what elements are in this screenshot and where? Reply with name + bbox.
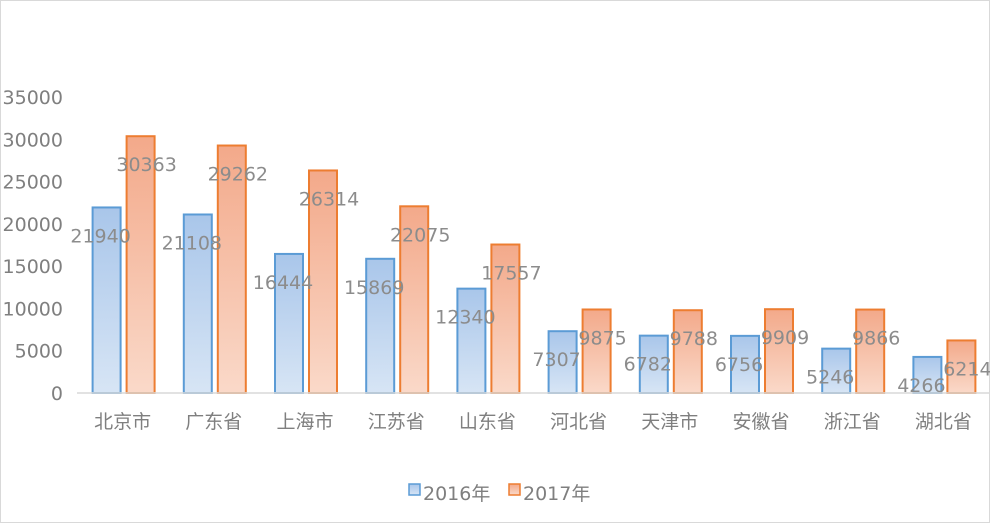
bar-2016[interactable]: [456, 287, 487, 394]
bar-2017[interactable]: [399, 205, 430, 394]
data-label: 6214: [943, 358, 990, 380]
x-category-label: 湖北省: [915, 411, 972, 433]
x-axis: 北京市 广东省 上海市 江苏省 山东省 河北省 天津市 安徽省 浙江省 湖北省: [77, 392, 989, 433]
bar-2017[interactable]: [946, 339, 977, 395]
bar-2017[interactable]: [216, 144, 247, 394]
bar-2017[interactable]: [308, 169, 338, 394]
data-label: 5246: [806, 367, 854, 389]
x-category-label: 浙江省: [824, 411, 881, 433]
data-labels-group: 21940 30363 21108 29262 16444 26314 15869 22075…: [70, 154, 990, 397]
data-label: 4266: [897, 375, 945, 397]
x-category-label: 山东省: [459, 411, 516, 433]
legend-swatch-2016: [408, 483, 421, 496]
legend-label-2016[interactable]: 2016年: [423, 483, 490, 505]
bar-2016[interactable]: [821, 347, 852, 394]
x-category-label: 北京市: [94, 411, 151, 433]
x-category-label: 广东省: [185, 411, 242, 433]
data-label: 29262: [208, 164, 268, 186]
data-label: 26314: [299, 188, 359, 210]
y-tick-label: 30000: [3, 129, 63, 151]
bar-2017[interactable]: [581, 308, 612, 394]
bar-series-group: [91, 135, 977, 395]
y-tick-label: 0: [51, 383, 63, 405]
data-label: 15869: [344, 277, 404, 299]
x-category-label: 安徽省: [732, 411, 789, 433]
data-label: 9866: [852, 328, 900, 350]
data-label: 9875: [578, 327, 626, 349]
legend[interactable]: 2016年 2017年: [408, 483, 590, 505]
bar-2017[interactable]: [490, 243, 521, 394]
legend-label-2017[interactable]: 2017年: [523, 483, 590, 505]
data-label: 30363: [116, 154, 176, 176]
y-tick-label: 35000: [3, 87, 63, 109]
data-label: 7307: [532, 349, 580, 371]
y-tick-label: 25000: [3, 172, 63, 194]
bar-2017[interactable]: [672, 309, 703, 395]
data-label: 12340: [435, 307, 495, 329]
data-label: 6782: [624, 354, 672, 376]
legend-swatch-2017: [508, 483, 521, 496]
data-label: 21940: [70, 225, 130, 247]
x-category-label: 天津市: [641, 411, 698, 433]
y-tick-label: 5000: [15, 341, 63, 363]
data-label: 22075: [390, 224, 450, 246]
x-category-label: 江苏省: [368, 411, 425, 433]
y-tick-label: 15000: [3, 256, 63, 278]
x-category-label: 河北省: [550, 411, 607, 433]
data-label: 9788: [670, 328, 718, 350]
x-category-label: 上海市: [276, 411, 333, 433]
bar-2016[interactable]: [912, 355, 943, 394]
data-label: 9909: [761, 327, 809, 349]
y-axis-tick-labels: 0 5000 10000 15000 20000 25000 30000 35000: [3, 87, 63, 405]
y-tick-label: 10000: [3, 298, 63, 320]
bar-2017[interactable]: [764, 308, 794, 395]
data-label: 17557: [481, 263, 541, 285]
y-tick-label: 20000: [3, 214, 63, 236]
data-label: 21108: [162, 232, 222, 254]
data-label: 6756: [715, 354, 763, 376]
bar-2017[interactable]: [855, 308, 886, 394]
data-label: 16444: [253, 272, 313, 294]
